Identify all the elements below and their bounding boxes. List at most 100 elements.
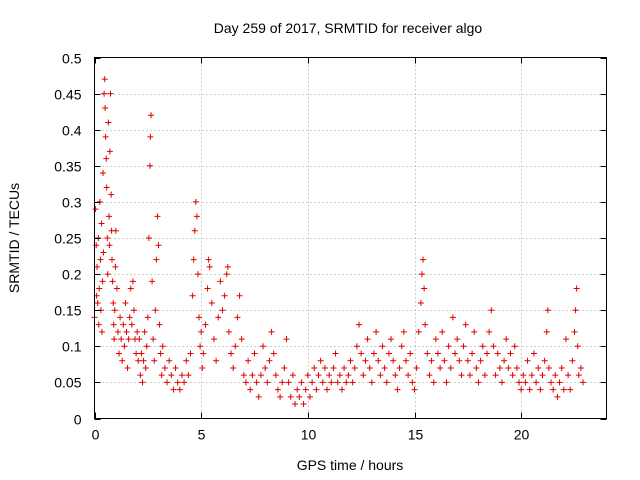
data-point [264, 379, 271, 386]
data-point [309, 379, 316, 386]
data-point [206, 263, 213, 270]
data-point [315, 372, 322, 379]
data-point [539, 372, 546, 379]
data-point [437, 364, 444, 371]
data-point [217, 278, 224, 285]
data-point [486, 328, 493, 335]
data-point [106, 148, 113, 155]
data-point [351, 364, 358, 371]
data-point [524, 357, 531, 364]
data-point [266, 357, 273, 364]
data-point [234, 314, 241, 321]
data-point [228, 350, 235, 357]
data-point [262, 364, 269, 371]
data-point [146, 162, 153, 169]
data-point [283, 336, 290, 343]
data-point [396, 364, 403, 371]
data-point [353, 343, 360, 350]
data-point [98, 220, 105, 227]
data-point [158, 372, 165, 379]
data-point [108, 256, 115, 263]
data-point [496, 364, 503, 371]
data-point [458, 372, 465, 379]
data-point [321, 364, 328, 371]
data-point [328, 379, 335, 386]
data-point [552, 372, 559, 379]
data-point [471, 328, 478, 335]
data-point [402, 357, 409, 364]
y-tick-label: 0.3 [62, 195, 82, 211]
data-point [238, 336, 245, 343]
x-axis-label: GPS time / hours [297, 457, 404, 473]
data-point [375, 357, 382, 364]
data-point [462, 321, 469, 328]
data-point [109, 278, 116, 285]
data-point [225, 328, 232, 335]
data-point [116, 350, 123, 357]
y-tick-label: 0.05 [54, 375, 81, 391]
data-point [223, 271, 230, 278]
data-point [193, 213, 200, 220]
data-point [400, 328, 407, 335]
data-point [277, 393, 284, 400]
data-point [197, 343, 204, 350]
data-point [424, 350, 431, 357]
data-point [110, 321, 117, 328]
data-point [274, 386, 281, 393]
data-point [573, 285, 580, 292]
data-point [358, 350, 365, 357]
data-point [108, 191, 115, 198]
data-point [548, 379, 555, 386]
data-point [191, 227, 198, 234]
data-point [330, 364, 337, 371]
data-point [550, 386, 557, 393]
data-point [189, 292, 196, 299]
data-point [121, 343, 128, 350]
data-point [150, 336, 157, 343]
data-point [484, 350, 491, 357]
data-point [119, 357, 126, 364]
data-point [112, 227, 119, 234]
data-point [332, 350, 339, 357]
x-tick-label: 10 [301, 427, 317, 443]
data-point [120, 321, 127, 328]
data-point [105, 119, 112, 126]
data-point [526, 386, 533, 393]
data-point [572, 307, 579, 314]
data-point [270, 350, 277, 357]
data-point [181, 379, 188, 386]
data-point [190, 256, 197, 263]
data-point [360, 372, 367, 379]
data-point [383, 379, 390, 386]
y-tick-label: 0.4 [62, 123, 82, 139]
data-point [565, 372, 572, 379]
data-point [518, 386, 525, 393]
data-point [103, 184, 110, 191]
data-point [156, 321, 163, 328]
data-point [343, 379, 350, 386]
y-tick-label: 0.25 [54, 231, 81, 247]
data-point [92, 206, 99, 213]
data-point [111, 336, 118, 343]
data-point [477, 357, 484, 364]
data-point [296, 393, 303, 400]
data-point [434, 350, 441, 357]
data-point [176, 386, 183, 393]
data-point [509, 372, 516, 379]
data-point [112, 263, 119, 270]
data-point [133, 350, 140, 357]
data-point [125, 336, 132, 343]
data-point [362, 357, 369, 364]
data-point [174, 379, 181, 386]
data-point [140, 357, 147, 364]
data-point [356, 321, 363, 328]
data-point [490, 343, 497, 350]
data-point [230, 364, 237, 371]
data-point [194, 271, 201, 278]
data-point [533, 379, 540, 386]
data-point [560, 386, 567, 393]
data-point [498, 379, 505, 386]
data-point [208, 299, 215, 306]
data-point [260, 343, 267, 350]
data-point [157, 350, 164, 357]
